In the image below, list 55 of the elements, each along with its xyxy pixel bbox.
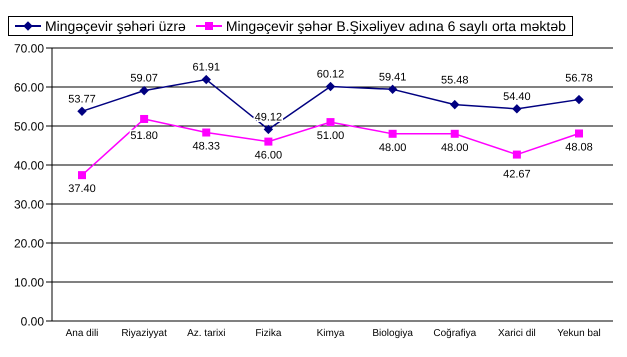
data-label: 49.12	[254, 111, 282, 124]
y-tick-label: 10.00	[14, 275, 44, 290]
x-tick-label: Kimya	[316, 328, 345, 340]
point	[388, 84, 398, 94]
point	[202, 128, 210, 137]
point	[202, 75, 211, 84]
data-label: 59.41	[378, 71, 406, 84]
point	[575, 129, 583, 138]
point	[512, 150, 521, 159]
x-tick-label: Ana dili	[66, 328, 98, 340]
data-label: 60.12	[316, 68, 344, 81]
data-label: 51.80	[130, 130, 158, 142]
legend-label: Mingəçevir şəhəri üzrə	[45, 18, 186, 34]
data-label: 54.40	[503, 90, 531, 103]
point	[574, 95, 584, 104]
point	[450, 100, 460, 110]
data-label: 53.77	[68, 93, 96, 106]
data-label: 37.40	[68, 183, 96, 196]
point	[140, 114, 148, 123]
point	[326, 118, 334, 126]
x-tick-label: Fizika	[255, 328, 282, 340]
point	[78, 171, 86, 180]
y-tick-label: 60.00	[14, 80, 44, 94]
point	[140, 86, 149, 96]
data-label: 56.78	[565, 72, 593, 85]
legend-label: Mingəçevir şəhər B.Şixəliyev adına 6 saylı orta məktəb	[226, 18, 566, 34]
data-label: 46.00	[254, 150, 282, 162]
y-tick-label: 40.00	[14, 158, 44, 172]
y-tick-label: 50.00	[14, 119, 44, 134]
data-label: 55.48	[440, 74, 469, 87]
data-label: 48.33	[192, 140, 220, 153]
data-label: 42.67	[503, 168, 531, 181]
point	[78, 106, 86, 116]
x-tick-label: Xarici dil	[498, 328, 536, 340]
point	[388, 130, 397, 138]
data-label: 59.07	[130, 72, 158, 85]
x-tick-label: Riyaziyyat	[121, 328, 168, 340]
data-label: 51.00	[316, 130, 344, 142]
y-tick-label: 0.00	[20, 314, 44, 328]
x-tick-label: Yekun bal	[557, 328, 601, 340]
point	[264, 138, 272, 146]
data-label: 48.08	[565, 141, 593, 154]
x-tick-label: Biologiya	[372, 328, 414, 340]
y-tick-label: 70.00	[14, 41, 44, 56]
data-label: 61.91	[192, 62, 220, 74]
point	[512, 104, 522, 114]
x-tick-label: Coğrafiya	[433, 328, 477, 340]
y-tick-label: 30.00	[14, 197, 44, 212]
data-label: 48.00	[440, 142, 469, 154]
y-tick-label: 20.00	[14, 236, 44, 250]
point	[326, 82, 335, 92]
point	[264, 124, 273, 134]
data-label: 48.00	[378, 142, 406, 154]
x-tick-label: Az. tarixi	[187, 328, 226, 340]
point	[450, 130, 459, 138]
